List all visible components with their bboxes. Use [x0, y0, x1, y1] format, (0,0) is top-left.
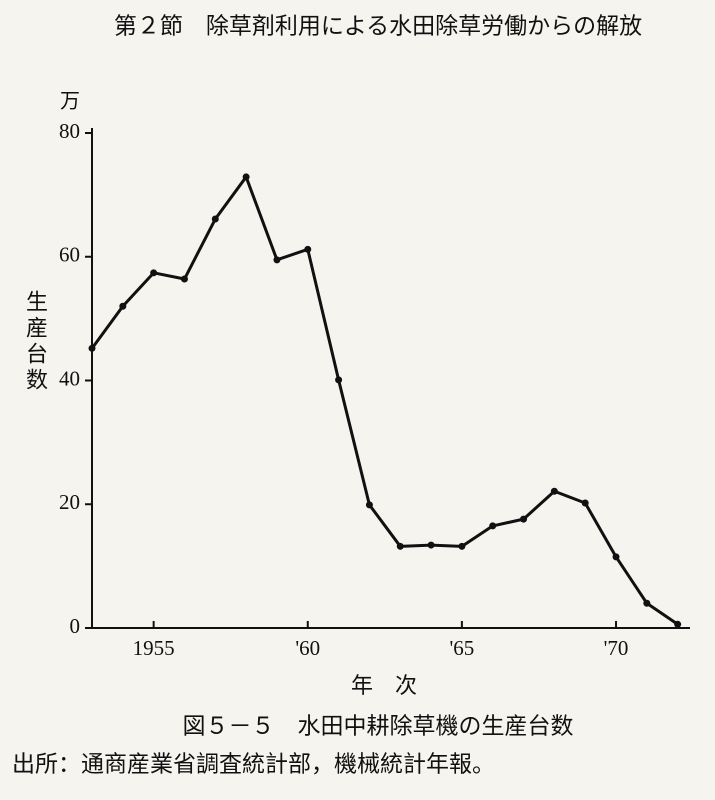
point — [643, 599, 651, 607]
point — [550, 487, 558, 495]
point — [365, 501, 373, 509]
y-tick-label: 80 — [59, 119, 80, 143]
point — [612, 553, 620, 561]
y-tick-label: 20 — [59, 490, 80, 514]
page-header: 第２節 除草剤利用による水田除草労働からの解放 — [114, 13, 642, 38]
point — [304, 245, 312, 253]
point — [119, 302, 127, 310]
caption: 図５－５ 水田中耕除草機の生産台数 — [183, 713, 574, 738]
x-tick-label: '65 — [449, 636, 474, 660]
source-note: 出所：通商産業省調査統計部，機械統計年報。 — [12, 751, 495, 776]
point — [211, 215, 219, 223]
point — [180, 275, 188, 283]
point — [581, 499, 589, 507]
x-tick-label: '60 — [295, 636, 320, 660]
point — [396, 542, 404, 550]
point — [489, 522, 497, 530]
point — [335, 376, 343, 384]
x-tick-label: 1955 — [133, 636, 175, 660]
point — [427, 541, 435, 549]
x-tick-label: '70 — [604, 636, 629, 660]
point — [674, 620, 682, 628]
point — [520, 515, 528, 523]
point — [458, 542, 466, 550]
point — [88, 344, 96, 352]
y-tick-label: 60 — [59, 243, 80, 267]
y-unit: 万 — [60, 91, 80, 113]
point — [273, 256, 281, 264]
point — [242, 173, 250, 181]
x-axis-label: 年 次 — [351, 673, 417, 698]
line — [90, 175, 679, 626]
point — [150, 269, 158, 277]
y-tick-label: 0 — [70, 614, 81, 638]
y-axis-label: 生産台数 — [23, 290, 48, 394]
y-tick-label: 40 — [59, 366, 80, 390]
